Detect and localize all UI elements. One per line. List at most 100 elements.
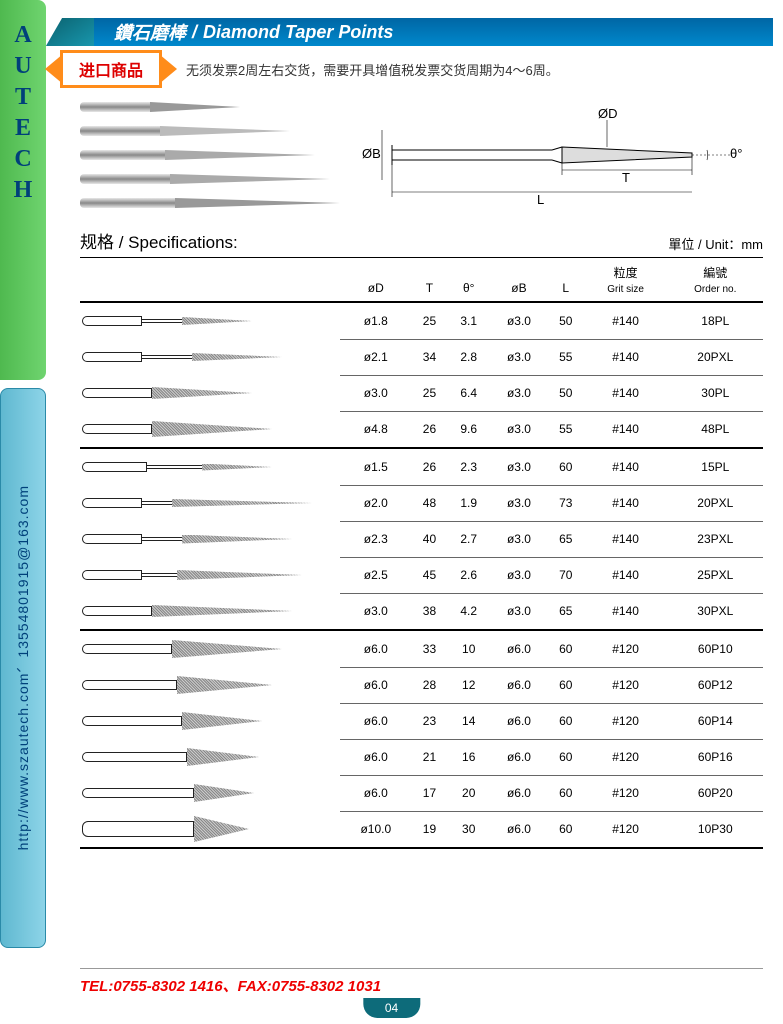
- cell-l: 73: [548, 485, 584, 521]
- cell-grit: #120: [584, 775, 668, 811]
- cell-grit: #140: [584, 521, 668, 557]
- cell-theta: 2.6: [447, 557, 490, 593]
- cell-od: ø2.0: [340, 485, 412, 521]
- col-l: L: [548, 258, 584, 302]
- cell-theta: 10: [447, 630, 490, 667]
- cell-order: 20PXL: [668, 485, 763, 521]
- cell-t: 26: [412, 411, 448, 448]
- cell-l: 65: [548, 593, 584, 630]
- spec-row: ø2.3 40 2.7 ø3.0 65 #140 23PXL: [80, 521, 763, 557]
- cell-order: 25PXL: [668, 557, 763, 593]
- cell-grit: #140: [584, 411, 668, 448]
- cell-ob: ø3.0: [490, 339, 548, 375]
- delivery-notice: 无须发票2周左右交货，需要开具增值税发票交货周期为4～6周。: [186, 60, 559, 79]
- cell-t: 45: [412, 557, 448, 593]
- cell-ob: ø6.0: [490, 775, 548, 811]
- cell-order: 60P10: [668, 630, 763, 667]
- cell-t: 28: [412, 667, 448, 703]
- cell-l: 60: [548, 630, 584, 667]
- cell-theta: 20: [447, 775, 490, 811]
- spec-heading: 规格 / Specifications: 單位 / Unit：mm: [80, 228, 763, 258]
- cell-t: 33: [412, 630, 448, 667]
- import-badge: 进口商品: [60, 50, 162, 88]
- cell-t: 17: [412, 775, 448, 811]
- cell-t: 34: [412, 339, 448, 375]
- product-image: [80, 146, 340, 164]
- badge-row: 进口商品 无须发票2周左右交货，需要开具增值税发票交货周期为4～6周。: [60, 50, 559, 88]
- cell-theta: 2.3: [447, 448, 490, 485]
- header-title-en: Diamond Taper Points: [203, 22, 393, 43]
- cell-grit: #140: [584, 593, 668, 630]
- cell-l: 55: [548, 339, 584, 375]
- footer-contact: TEL:0755-8302 1416、FAX:0755-8302 1031: [80, 978, 381, 995]
- cell-ob: ø3.0: [490, 448, 548, 485]
- cell-order: 15PL: [668, 448, 763, 485]
- cell-ob: ø6.0: [490, 667, 548, 703]
- brand-letter: T: [15, 84, 31, 111]
- cell-ob: ø3.0: [490, 521, 548, 557]
- cell-ob: ø6.0: [490, 739, 548, 775]
- cell-od: ø2.5: [340, 557, 412, 593]
- product-image: [80, 170, 340, 188]
- dimension-diagram: ØB ØD T L θ°: [340, 90, 763, 220]
- cell-order: 10P30: [668, 811, 763, 848]
- cell-ob: ø6.0: [490, 630, 548, 667]
- cell-od: ø1.8: [340, 302, 412, 339]
- col-grit: 粒度Grit size: [584, 258, 668, 302]
- cell-t: 40: [412, 521, 448, 557]
- brand-letter: A: [14, 22, 31, 49]
- cell-theta: 2.7: [447, 521, 490, 557]
- cell-t: 48: [412, 485, 448, 521]
- product-image: [80, 194, 340, 212]
- cell-od: ø6.0: [340, 739, 412, 775]
- spec-table: øD T θ° øB L 粒度Grit size 編號Order no. ø1.…: [80, 258, 763, 849]
- cell-od: ø6.0: [340, 703, 412, 739]
- cell-od: ø10.0: [340, 811, 412, 848]
- cell-theta: 30: [447, 811, 490, 848]
- spec-row: ø1.5 26 2.3 ø3.0 60 #140 15PL: [80, 448, 763, 485]
- spec-row: ø10.0 19 30 ø6.0 60 #120 10P30: [80, 811, 763, 848]
- spec-label: 规格 / Specifications:: [80, 228, 238, 253]
- spec-row: ø6.0 33 10 ø6.0 60 #120 60P10: [80, 630, 763, 667]
- cell-ob: ø6.0: [490, 811, 548, 848]
- cell-theta: 6.4: [447, 375, 490, 411]
- header-title-cn: 鑽石磨棒: [114, 19, 186, 45]
- cell-ob: ø3.0: [490, 557, 548, 593]
- sidebar-url: http://www.szautech.com、13554801915@163.…: [13, 485, 33, 850]
- cell-grit: #120: [584, 630, 668, 667]
- cell-order: 18PL: [668, 302, 763, 339]
- brand-letter: C: [14, 146, 31, 173]
- cell-t: 26: [412, 448, 448, 485]
- cell-l: 60: [548, 667, 584, 703]
- cell-theta: 9.6: [447, 411, 490, 448]
- col-t: T: [412, 258, 448, 302]
- cell-grit: #140: [584, 339, 668, 375]
- cell-l: 60: [548, 703, 584, 739]
- cell-grit: #140: [584, 302, 668, 339]
- visual-row: ØB ØD T L θ°: [80, 90, 763, 220]
- brand-letter: E: [15, 115, 31, 142]
- cell-l: 70: [548, 557, 584, 593]
- cell-od: ø2.3: [340, 521, 412, 557]
- diagram-od-label: ØD: [598, 106, 618, 121]
- cell-order: 23PXL: [668, 521, 763, 557]
- cell-grit: #140: [584, 375, 668, 411]
- cell-l: 60: [548, 448, 584, 485]
- spec-row: ø6.0 28 12 ø6.0 60 #120 60P12: [80, 667, 763, 703]
- diagram-l-label: L: [537, 192, 544, 207]
- cell-order: 60P14: [668, 703, 763, 739]
- cell-grit: #120: [584, 739, 668, 775]
- cell-od: ø6.0: [340, 775, 412, 811]
- cell-ob: ø3.0: [490, 593, 548, 630]
- cell-grit: #120: [584, 667, 668, 703]
- page-header: 鑽石磨棒 / Diamond Taper Points: [54, 18, 783, 54]
- cell-l: 55: [548, 411, 584, 448]
- spec-row: ø6.0 17 20 ø6.0 60 #120 60P20: [80, 775, 763, 811]
- cell-ob: ø3.0: [490, 485, 548, 521]
- cell-grit: #140: [584, 448, 668, 485]
- cell-t: 25: [412, 302, 448, 339]
- cell-theta: 4.2: [447, 593, 490, 630]
- cell-order: 20PXL: [668, 339, 763, 375]
- product-image: [80, 98, 340, 116]
- cell-order: 48PL: [668, 411, 763, 448]
